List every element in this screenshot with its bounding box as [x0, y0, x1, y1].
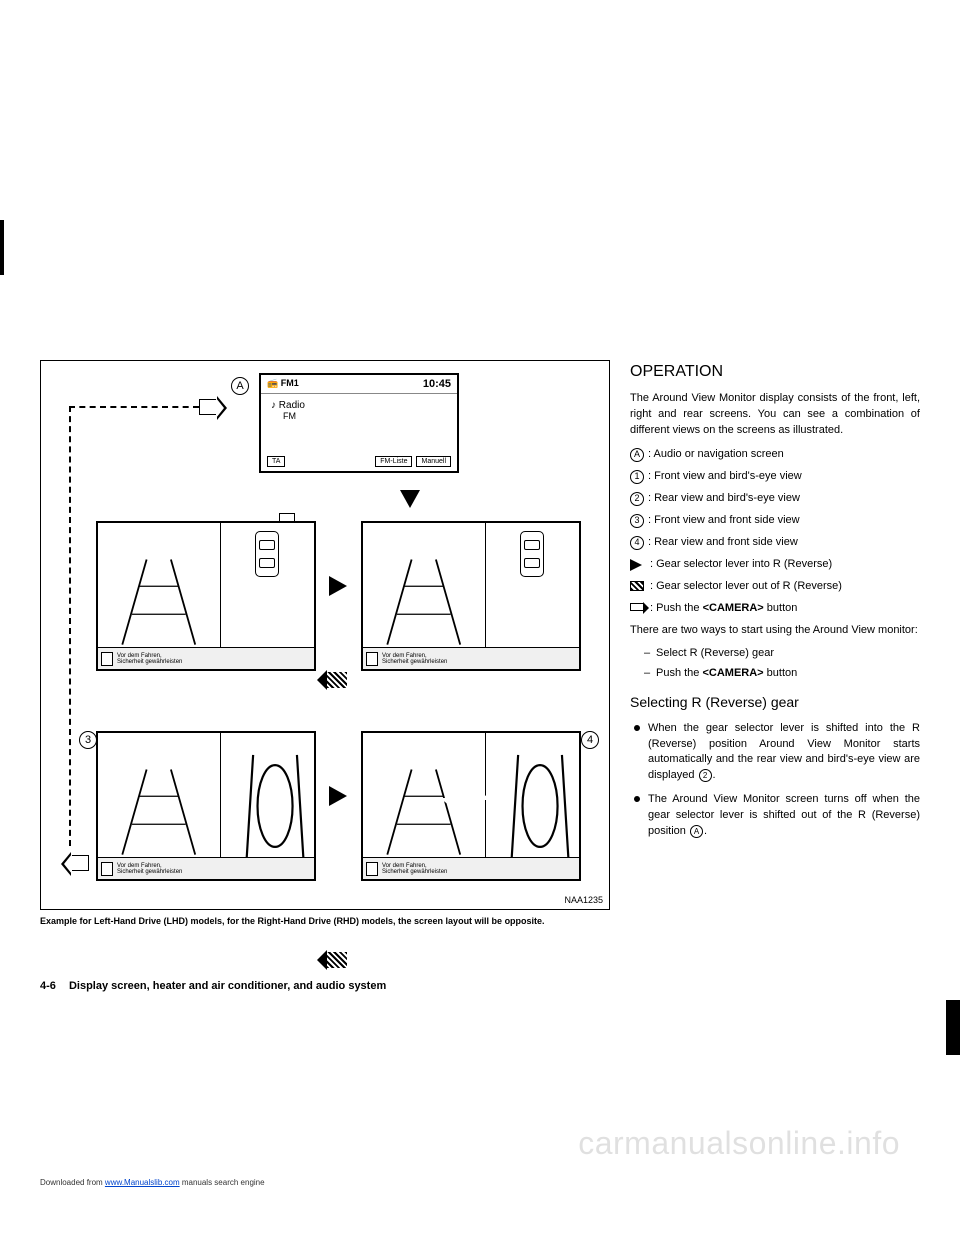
way-1: Select R (Reverse) gear [644, 646, 920, 662]
legend-4: 4 : Rear view and front side view [630, 535, 920, 551]
view-panel-4: Vor dem Fahren,Sicherheit gewährleisten [361, 731, 581, 881]
way-2: Push the <CAMERA> button [644, 666, 920, 682]
arrow-solid-down [400, 490, 420, 508]
arrow-outline-icon [630, 603, 646, 615]
arrow-hatch-icon [630, 581, 646, 593]
legend-hatch: : Gear selector lever out of R (Reverse) [630, 579, 920, 595]
page-number: 4-6 [40, 980, 56, 992]
text-column: OPERATION The Around View Monitor displa… [630, 360, 920, 926]
legend-2: 2 : Rear view and bird's-eye view [630, 491, 920, 507]
legend-1: 1 : Front view and bird's-eye view [630, 469, 920, 485]
radio-band: 📻 FM1 [267, 378, 299, 390]
legend-A: A : Audio or navigation screen [630, 447, 920, 463]
left-edge-tab [0, 220, 4, 275]
arrow-outline-from-bottom [71, 855, 89, 871]
radio-line2: FM [283, 411, 447, 421]
view-panel-1: Vor dem Fahren,Sicherheit gewährleisten [96, 521, 316, 671]
legend-outline-text: : Push the <CAMERA> button [650, 601, 797, 617]
label-circle-3: 3 [79, 731, 97, 749]
legend-4-text: : Rear view and front side view [648, 535, 798, 551]
dashed-line-h [69, 406, 199, 408]
view-panel-2: Vor dem Fahren,Sicherheit gewährleisten [361, 521, 581, 671]
section-title: Display screen, heater and air condition… [69, 980, 386, 992]
legend-2-text: : Rear view and bird's-eye view [648, 491, 800, 507]
radio-time: 10:45 [423, 378, 451, 390]
circ-2-icon: 2 [630, 492, 644, 506]
radio-topbar: 📻 FM1 10:45 [261, 375, 457, 394]
footer-icon [366, 862, 378, 876]
radio-body: ♪ Radio FM [261, 394, 457, 427]
legend-3-text: : Front view and front side view [648, 513, 800, 529]
arrow-solid-right-34 [329, 786, 347, 806]
legend-hatch-text: : Gear selector lever out of R (Reverse) [650, 579, 842, 595]
ways-list: Select R (Reverse) gear Push the <CAMERA… [644, 646, 920, 682]
bullet-2: The Around View Monitor screen turns off… [634, 792, 920, 840]
manualslib-link[interactable]: www.Manualslib.com [105, 1178, 180, 1187]
watermark: carmanualsonline.info [578, 1125, 900, 1162]
footer-icon [101, 652, 113, 666]
label-circle-4: 4 [581, 731, 599, 749]
intro-paragraph: The Around View Monitor display consists… [630, 391, 920, 439]
legend-A-text: : Audio or navigation screen [648, 447, 784, 463]
radio-line1: ♪ Radio [271, 400, 447, 411]
circ-4-icon: 4 [630, 536, 644, 550]
diagram-frame: A 📻 FM1 10:45 ♪ Radio FM TA FM-Liste Man… [40, 360, 610, 910]
radio-screen: 📻 FM1 10:45 ♪ Radio FM TA FM-Liste Manue… [259, 373, 459, 473]
legend-outline: : Push the <CAMERA> button [630, 601, 920, 617]
inline-circ-2: 2 [699, 769, 712, 782]
panel-footer-4: Vor dem Fahren,Sicherheit gewährleisten [363, 857, 579, 879]
figure-code: NAA1235 [564, 895, 603, 905]
dashed-line-v [69, 406, 71, 846]
twoways-paragraph: There are two ways to start using the Ar… [630, 623, 920, 639]
radio-buttons: TA FM-Liste Manuell [261, 456, 457, 467]
legend-solid: : Gear selector lever into R (Reverse) [630, 557, 920, 573]
subhead-selecting-r: Selecting R (Reverse) gear [630, 692, 920, 712]
arrow-solid-icon [630, 559, 646, 571]
arrow-hatch-left-12 [327, 672, 347, 688]
circ-3-icon: 3 [630, 514, 644, 528]
circ-1-icon: 1 [630, 470, 644, 484]
arrow-outline-to-radio [199, 399, 217, 415]
page-content: A 📻 FM1 10:45 ♪ Radio FM TA FM-Liste Man… [40, 360, 920, 926]
car-icon [255, 531, 279, 577]
legend-solid-text: : Gear selector lever into R (Reverse) [650, 557, 832, 573]
legend-3: 3 : Front view and front side view [630, 513, 920, 529]
page-footer: 4-6 Display screen, heater and air condi… [40, 980, 386, 992]
arrow-hatch-left-34 [327, 952, 347, 968]
panel-footer-1: Vor dem Fahren,Sicherheit gewährleisten [98, 647, 314, 669]
download-note: Downloaded from www.Manualslib.com manua… [40, 1178, 265, 1187]
footer-icon [366, 652, 378, 666]
footer-icon [101, 862, 113, 876]
dl-post: manuals search engine [180, 1178, 265, 1187]
panel-footer-3: Vor dem Fahren,Sicherheit gewährleisten [98, 857, 314, 879]
radio-btn-fmliste: FM-Liste [375, 456, 412, 467]
right-edge-tab [946, 1000, 960, 1055]
circ-A-icon: A [630, 448, 644, 462]
figure-column: A 📻 FM1 10:45 ♪ Radio FM TA FM-Liste Man… [40, 360, 610, 926]
arrow-solid-right-12 [329, 576, 347, 596]
radio-btn-ta: TA [267, 456, 285, 467]
view-panel-3: Vor dem Fahren,Sicherheit gewährleisten [96, 731, 316, 881]
inline-circ-A: A [690, 825, 703, 838]
label-circle-A: A [231, 377, 249, 395]
bullets: When the gear selector lever is shifted … [634, 721, 920, 841]
radio-btn-manuell: Manuell [416, 456, 451, 467]
legend-1-text: : Front view and bird's-eye view [648, 469, 802, 485]
panel-footer-2: Vor dem Fahren,Sicherheit gewährleisten [363, 647, 579, 669]
figure-caption: Example for Left-Hand Drive (LHD) models… [40, 916, 610, 926]
bullet-1: When the gear selector lever is shifted … [634, 721, 920, 785]
dl-pre: Downloaded from [40, 1178, 105, 1187]
heading-operation: OPERATION [630, 360, 920, 383]
car-icon [520, 531, 544, 577]
